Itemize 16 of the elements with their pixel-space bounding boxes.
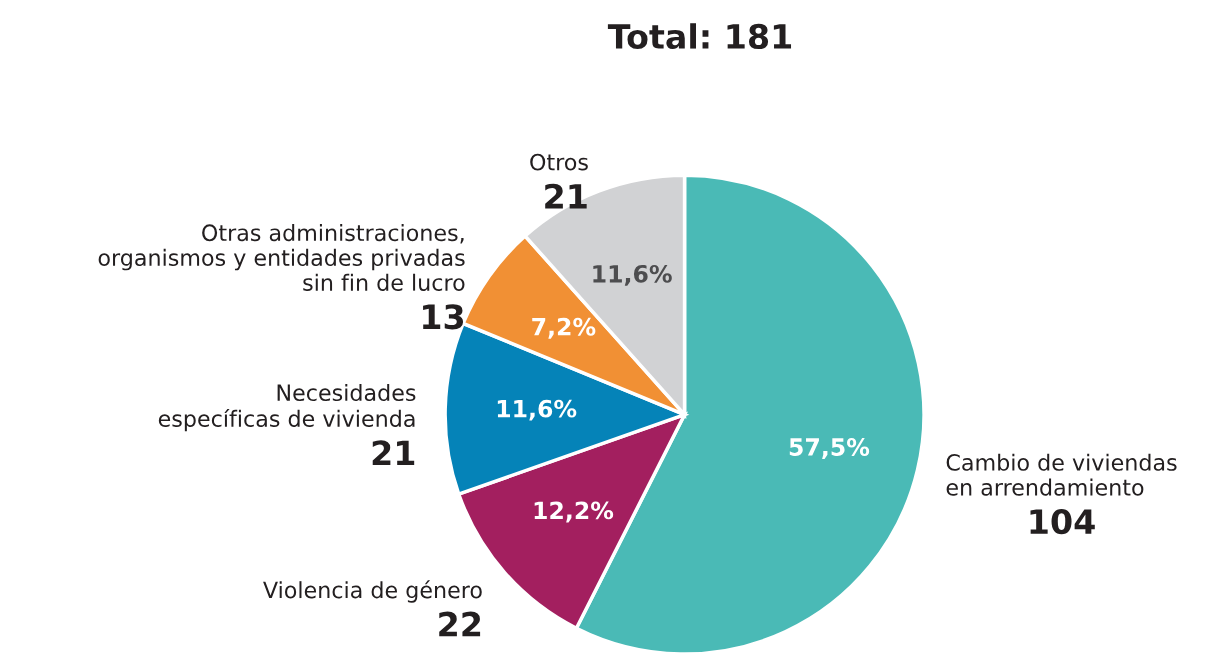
slice-label: Violencia de género: [263, 580, 482, 603]
data-label: 104: [1030, 508, 1095, 535]
text: 12,2%: [534, 501, 614, 523]
slice-label: Necesidades específicas de vivienda: [158, 383, 416, 432]
data-label: 21: [372, 440, 415, 465]
chart-title: Total: 181: [607, 23, 792, 50]
text: 7,2%: [532, 317, 596, 339]
text: 57,5%: [789, 438, 870, 459]
data-label: 13: [423, 304, 464, 330]
slice-label: Otras administraciones, organismos y entidades privadas sin fin de lucro: [98, 223, 465, 291]
text: 11,6%: [593, 264, 672, 286]
slice-label: Cambio de viviendas en arrendamiento: [946, 453, 1177, 496]
data-label: 22: [439, 611, 481, 637]
slice-label: Otros: [530, 153, 588, 171]
data-label: 21: [545, 183, 587, 209]
text: 11,6%: [497, 399, 577, 421]
